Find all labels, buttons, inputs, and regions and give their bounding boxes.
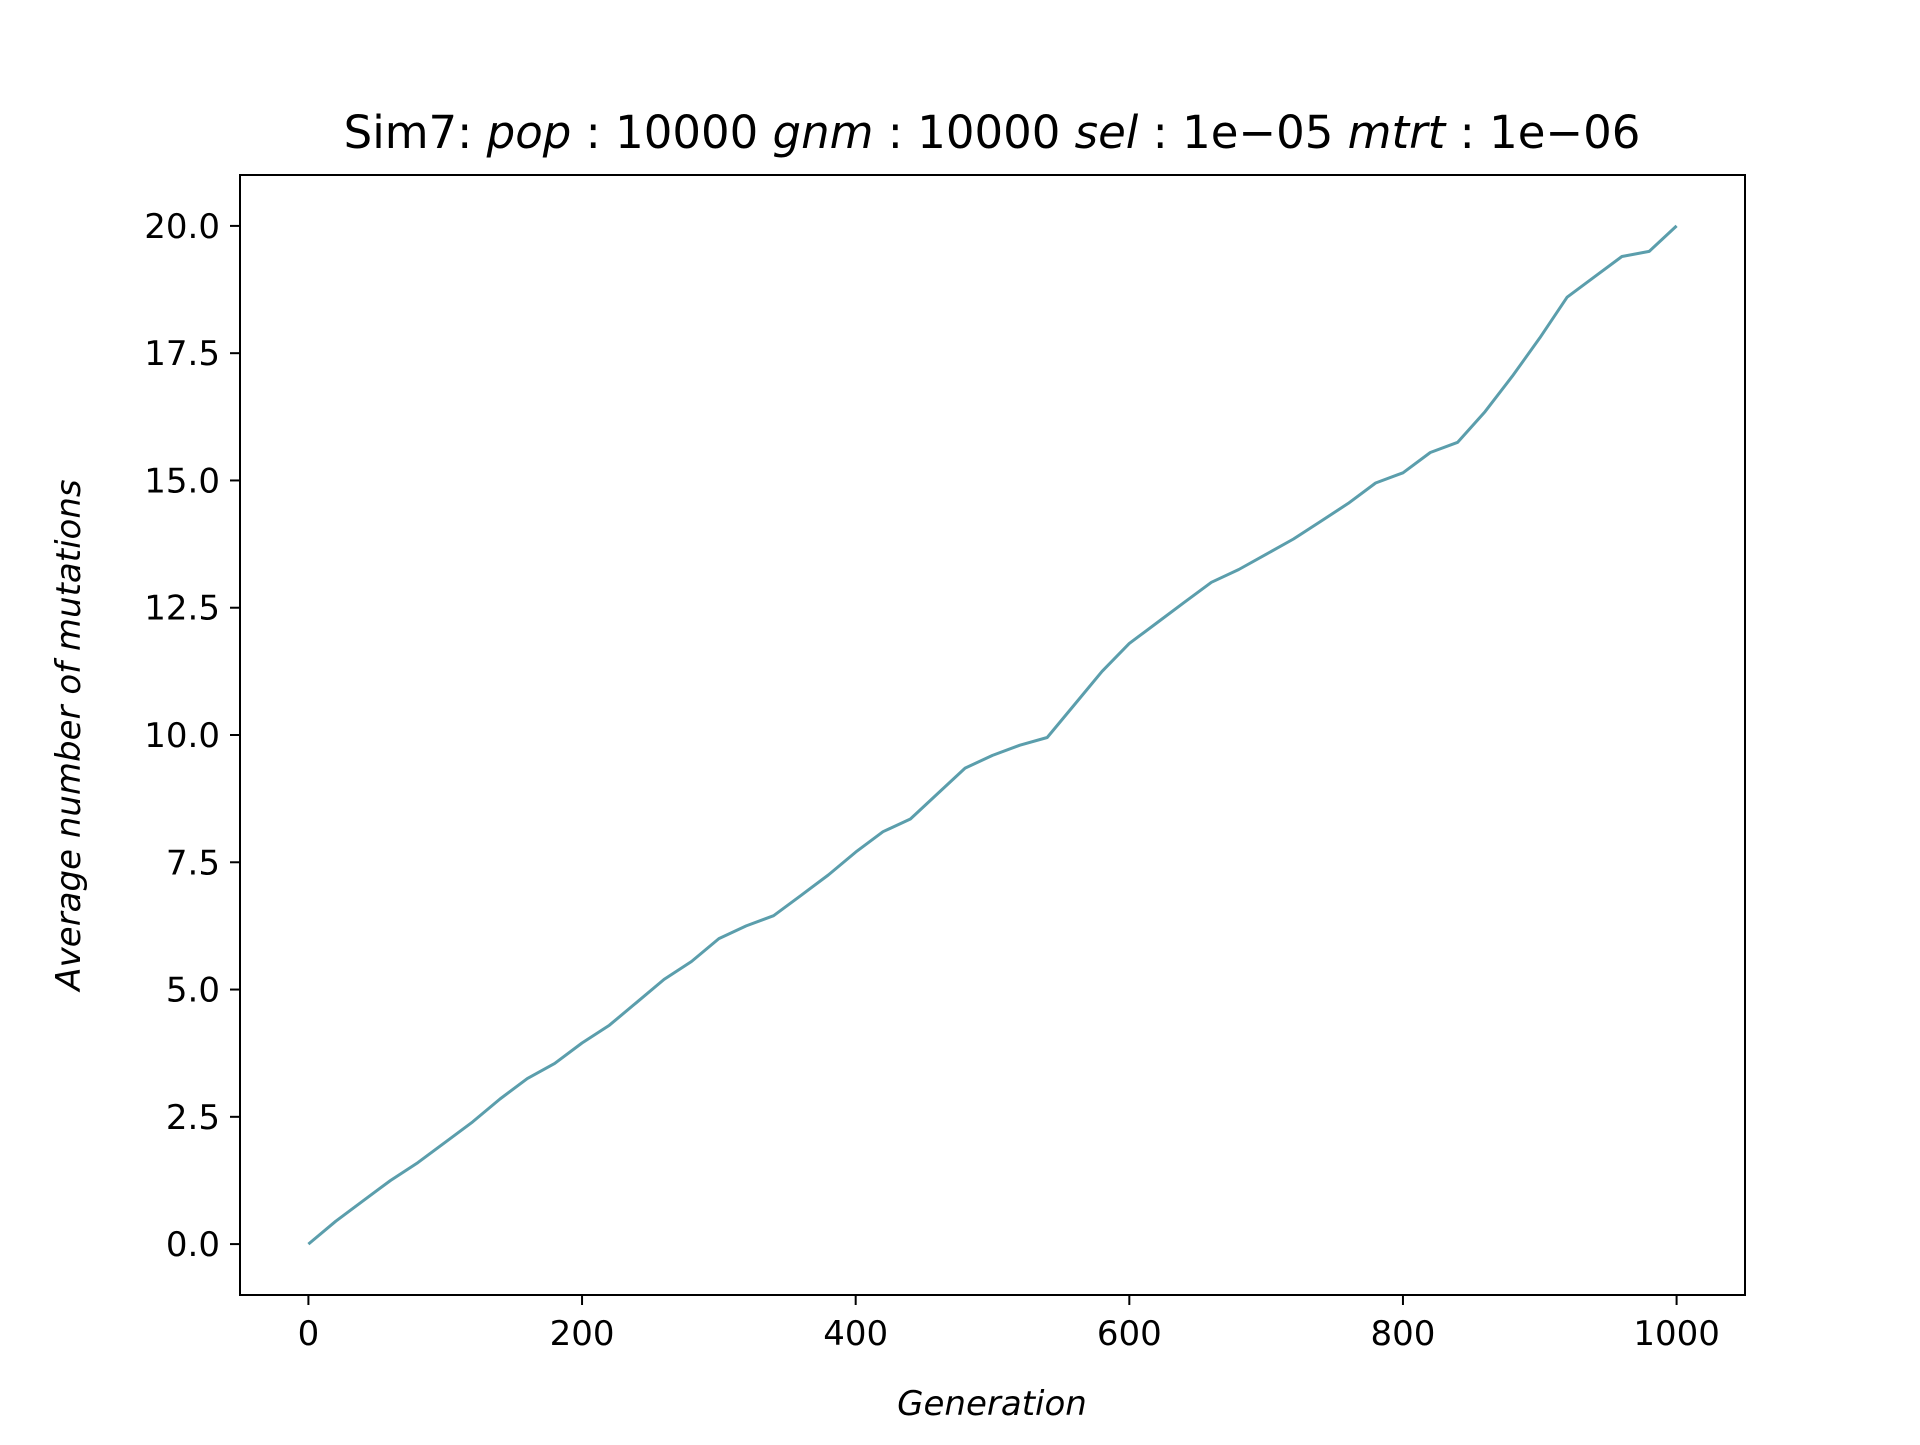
title-value-sel: : 1e−05 [1138,106,1333,159]
title-value-gnm: : 10000 [873,106,1060,159]
title-param-gnm: gnm [758,106,873,159]
y-ticks: 0.0 2.5 5.0 7.5 10.0 12.5 15.0 17.5 20.0 [144,207,240,1265]
y-tick-label: 0.0 [166,1225,220,1265]
title-prefix: Sim7: [344,106,473,159]
title-value-pop: : 10000 [571,106,758,159]
x-tick-label: 800 [1371,1314,1436,1354]
y-tick-label: 10.0 [144,716,220,756]
x-tick-label: 1000 [1633,1314,1720,1354]
x-tick-label: 400 [823,1314,888,1354]
x-tick-label: 200 [550,1314,615,1354]
x-axis-label: Generation [897,1384,1087,1424]
y-tick-label: 20.0 [144,207,220,247]
title-param-mtrt: mtrt [1333,106,1447,159]
x-tick-label: 600 [1097,1314,1162,1354]
x-ticks: 0 200 400 600 800 1000 [298,1295,1720,1354]
y-axis-label: Average number of mutations [49,479,89,992]
series-layer [307,224,1678,1246]
y-tick-label: 17.5 [144,334,220,374]
title-param-pop: pop [472,106,571,159]
x-tick-label: 0 [298,1314,320,1354]
chart-title: Sim7: pop : 10000 gnm : 10000 sel : 1e−0… [344,106,1641,159]
series-line [307,224,1678,1246]
y-tick-label: 15.0 [144,461,220,501]
y-tick-label: 7.5 [166,843,220,883]
y-tick-label: 12.5 [144,589,220,629]
title-param-sel: sel [1060,106,1138,159]
y-tick-label: 2.5 [166,1098,220,1138]
y-tick-label: 5.0 [166,971,220,1011]
title-value-mtrt: : 1e−06 [1445,106,1640,159]
